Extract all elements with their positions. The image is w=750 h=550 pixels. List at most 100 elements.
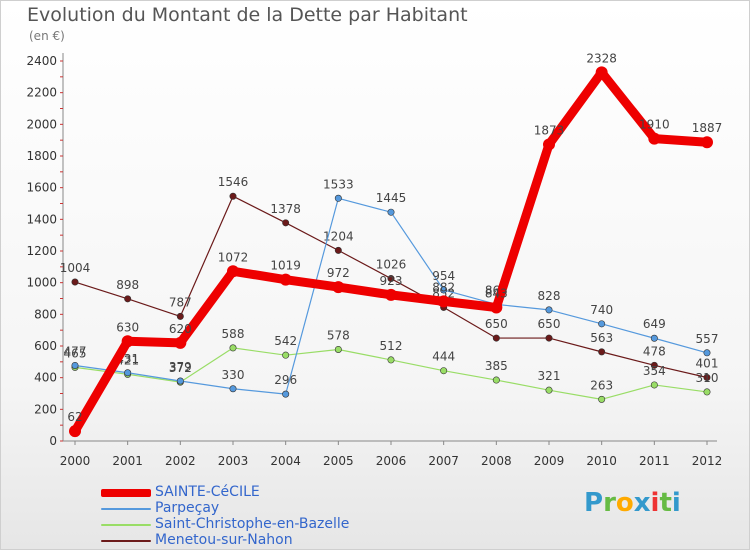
data-label: 650	[485, 317, 508, 331]
x-tick-label: 2005	[323, 454, 354, 468]
series-point	[229, 385, 237, 393]
series-point	[282, 219, 290, 227]
data-label: 478	[643, 344, 666, 358]
data-label: 1533	[323, 177, 354, 191]
legend-label: SAINTE-CéCILE	[155, 484, 260, 500]
data-label: 588	[222, 327, 245, 341]
y-tick-label: 600	[34, 339, 57, 353]
data-label: 263	[590, 378, 613, 392]
data-label: 630	[116, 320, 139, 334]
legend-label: Saint-Christophe-en-Bazelle	[155, 516, 350, 532]
series-point	[387, 275, 395, 283]
series-point	[703, 374, 711, 382]
series-point	[492, 334, 500, 342]
series-point	[595, 66, 608, 79]
data-label: 923	[380, 274, 403, 288]
series-point	[703, 349, 711, 357]
data-label: 385	[485, 359, 508, 373]
series-point	[703, 388, 711, 396]
series-point	[282, 390, 290, 398]
data-label: 542	[274, 334, 297, 348]
x-tick-label: 2006	[376, 454, 407, 468]
data-label: 2328	[586, 51, 617, 65]
data-label: 321	[538, 369, 561, 383]
legend-swatch	[101, 540, 151, 542]
series-point	[176, 377, 184, 385]
series-point	[71, 361, 79, 369]
x-tick-label: 2009	[534, 454, 565, 468]
data-label: 1019	[270, 259, 301, 273]
x-tick-label: 2004	[270, 454, 301, 468]
data-label: 296	[274, 373, 297, 387]
x-tick-label: 2000	[60, 454, 91, 468]
data-label: 828	[538, 289, 561, 303]
legend-label: Parpeçay	[155, 500, 220, 516]
series-point	[71, 278, 79, 286]
y-tick-label: 400	[34, 371, 57, 385]
data-label: 1873	[534, 123, 565, 137]
data-label: 310	[696, 371, 719, 385]
y-tick-label: 2000	[26, 117, 57, 131]
y-tick-label: 200	[34, 402, 57, 416]
series-point	[492, 376, 500, 384]
series-point	[545, 386, 553, 394]
chart-subtitle: (en €)	[29, 29, 65, 43]
series-point	[598, 395, 606, 403]
series-point	[227, 265, 239, 278]
data-label: 882	[432, 280, 455, 294]
data-label: 1204	[323, 229, 354, 243]
data-label: 557	[696, 332, 719, 346]
series-point	[701, 136, 713, 149]
legend-swatch	[101, 489, 151, 497]
logo-letter: P	[584, 488, 604, 518]
data-label: 898	[116, 278, 139, 292]
x-tick-label: 2001	[112, 454, 143, 468]
series-point	[650, 361, 658, 369]
series-point	[545, 334, 553, 342]
chart-title: Evolution du Montant de la Dette par Hab…	[27, 4, 468, 26]
series-point	[279, 273, 292, 286]
series-point	[440, 367, 448, 375]
data-label: 740	[590, 303, 613, 317]
series-point	[650, 334, 658, 342]
series-point	[440, 286, 448, 294]
data-label: 649	[643, 317, 666, 331]
legend-label: Menetou-sur-Nahon	[155, 532, 293, 548]
y-tick-label: 800	[34, 307, 57, 321]
data-label: 465	[64, 346, 87, 360]
series-point	[385, 288, 397, 301]
series-point	[332, 281, 345, 294]
logo-letter: x	[633, 488, 651, 518]
series-point	[545, 306, 553, 314]
series-point	[69, 425, 81, 438]
series-point	[598, 320, 606, 328]
logo-letter: i	[650, 488, 660, 518]
series-point	[229, 344, 237, 352]
x-tick-label: 2011	[639, 454, 670, 468]
logo-letter: r	[603, 488, 616, 518]
x-tick-label: 2002	[165, 454, 196, 468]
x-tick-label: 2008	[481, 454, 512, 468]
series-point	[598, 348, 606, 356]
data-label: 1004	[60, 261, 91, 275]
data-label: 843	[485, 287, 508, 301]
data-label: 62	[67, 410, 82, 424]
data-label: 444	[432, 350, 455, 364]
series-point	[229, 192, 237, 200]
data-label: 1887	[692, 121, 723, 135]
y-tick-label: 0	[49, 434, 57, 448]
x-tick-label: 2012	[692, 454, 723, 468]
logo-letter: t	[659, 488, 672, 518]
y-tick-label: 1800	[26, 149, 57, 163]
data-label: 1445	[376, 191, 407, 205]
x-tick-label: 2010	[586, 454, 617, 468]
logo-letter: i	[671, 488, 681, 518]
series-point	[334, 345, 342, 353]
series-point	[334, 194, 342, 202]
data-label: 379	[169, 360, 192, 374]
y-tick-label: 1400	[26, 212, 57, 226]
y-tick-label: 1000	[26, 276, 57, 290]
data-label: 563	[590, 331, 613, 345]
